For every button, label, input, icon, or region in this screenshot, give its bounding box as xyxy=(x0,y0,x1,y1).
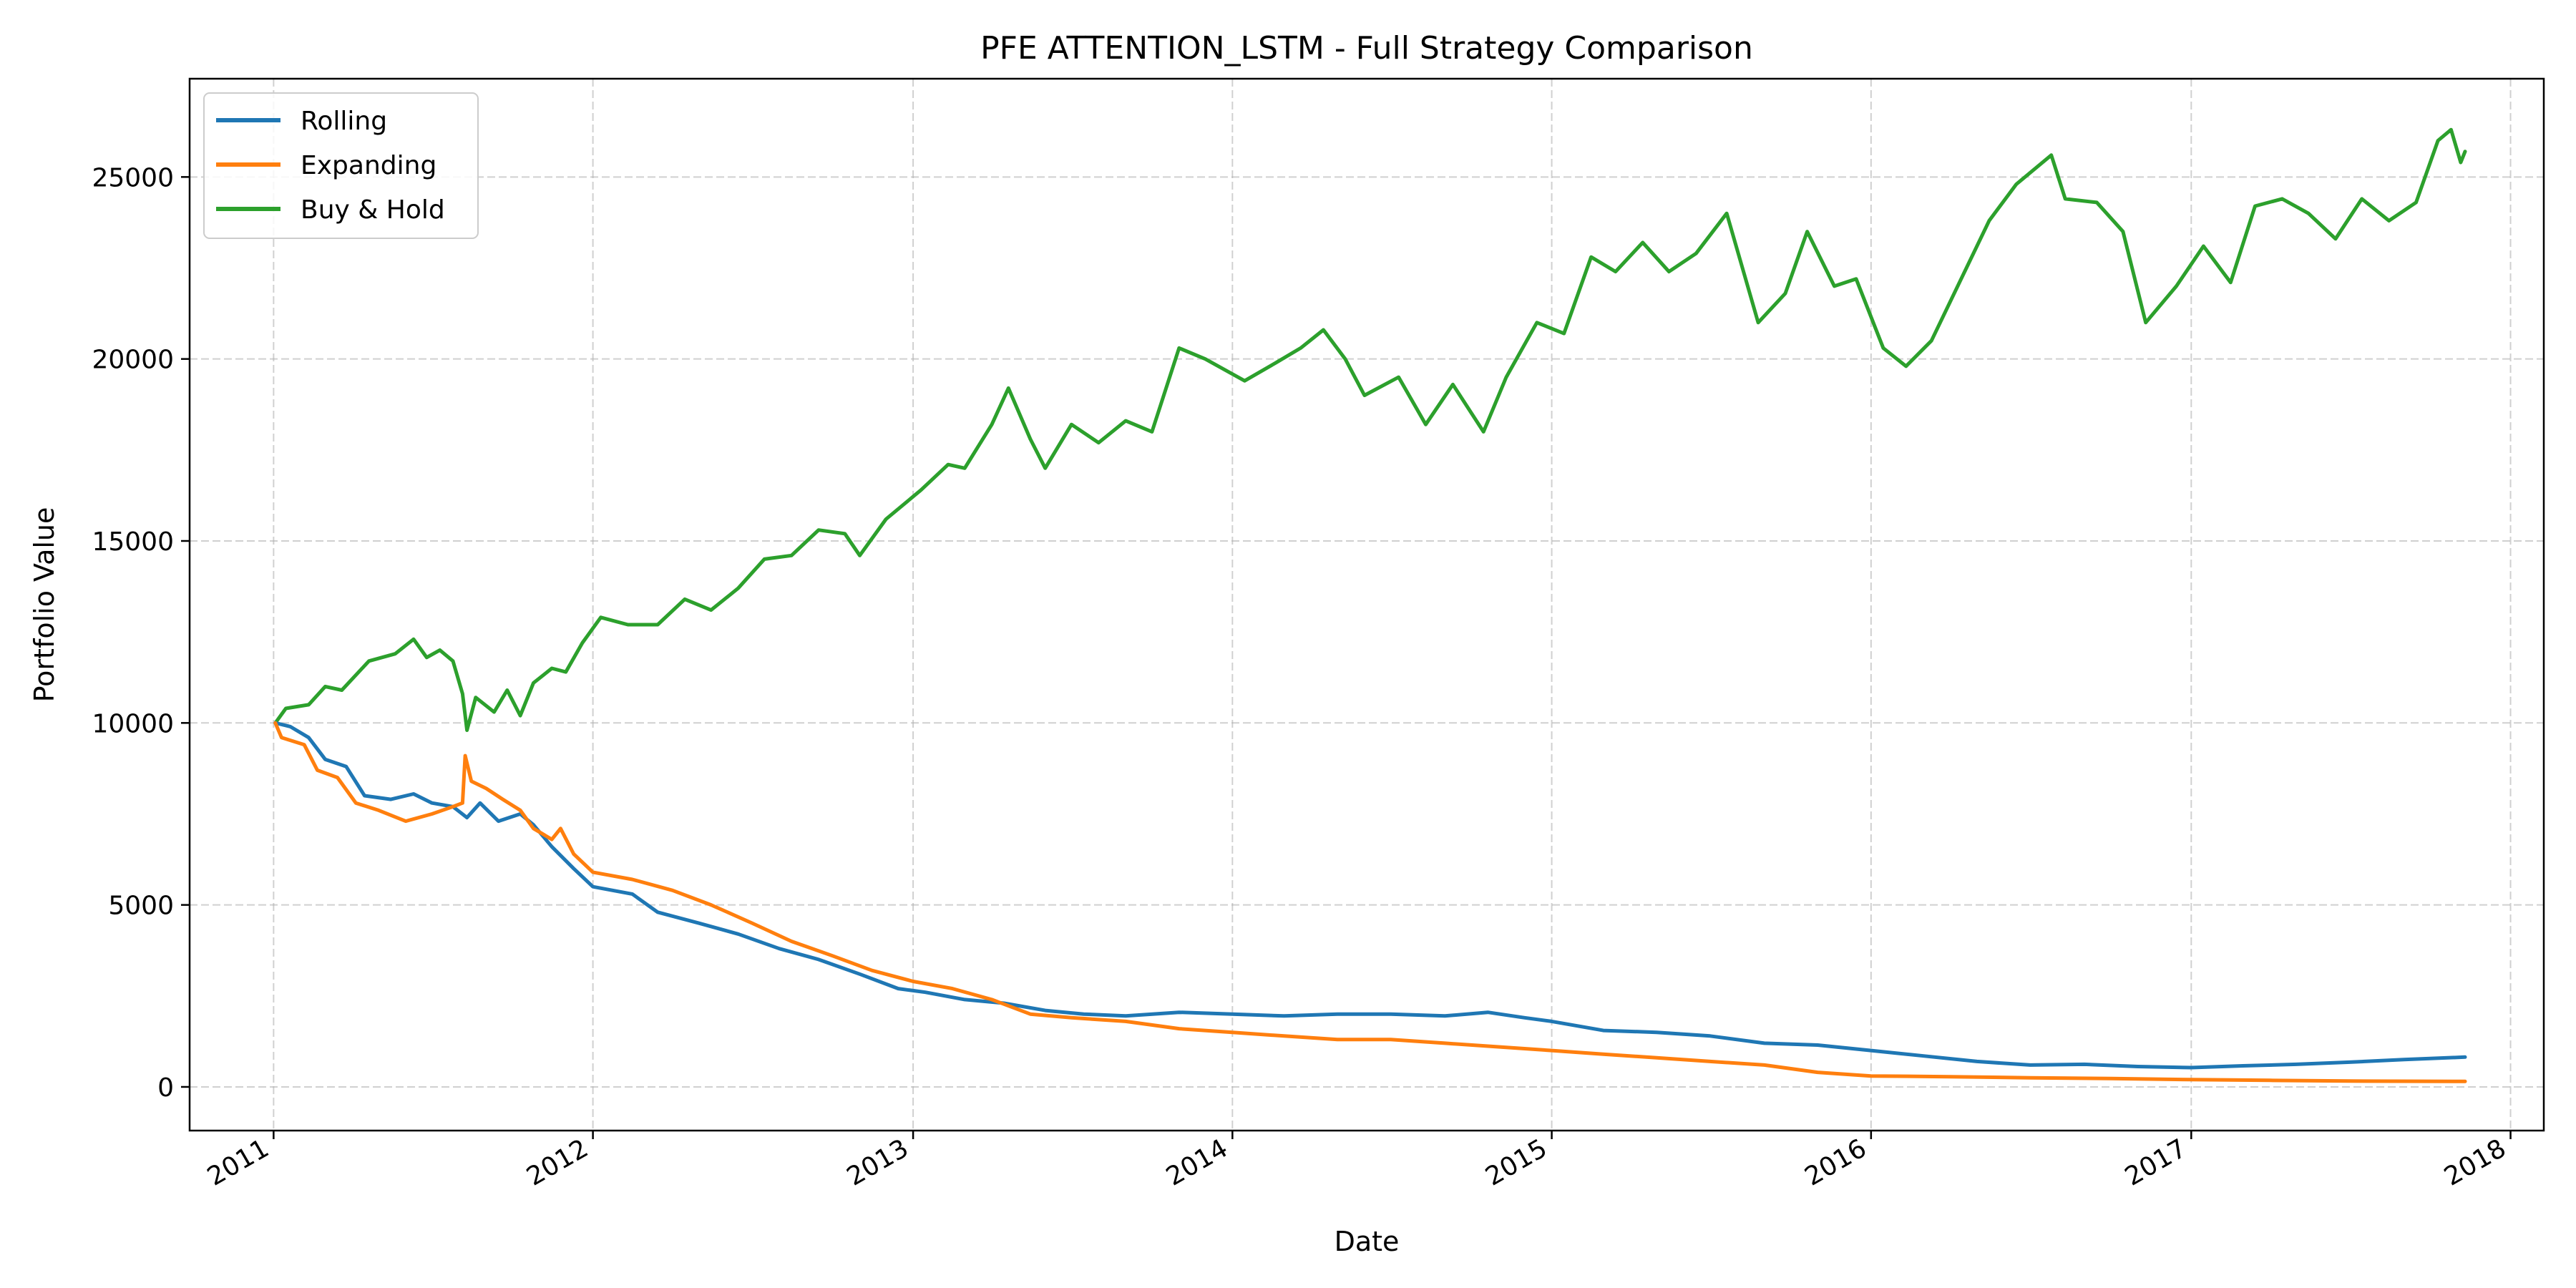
y-tick-label: 25000 xyxy=(92,163,174,192)
y-tick-label: 5000 xyxy=(108,892,174,921)
y-tick-label: 20000 xyxy=(92,346,174,375)
y-axis-label: Portfolio Value xyxy=(29,507,60,703)
y-tick-label: 10000 xyxy=(92,709,174,738)
grid-lines xyxy=(190,79,2544,1131)
series-line-buy-hold xyxy=(273,127,2467,732)
x-axis-label: Date xyxy=(1335,1226,1400,1257)
series-layer xyxy=(273,127,2467,1083)
series-line-expanding xyxy=(273,721,2467,1083)
plot-area-frame xyxy=(188,77,2545,1132)
legend-label-rolling: Rolling xyxy=(301,107,387,136)
legend-box xyxy=(203,92,479,239)
y-tick-label: 0 xyxy=(157,1073,174,1103)
legend: Rolling Expanding Buy & Hold xyxy=(203,92,479,239)
chart-title: PFE ATTENTION_LSTM - Full Strategy Compa… xyxy=(980,30,1753,67)
legend-label-buy-hold: Buy & Hold xyxy=(301,195,445,225)
series-line-rolling xyxy=(273,721,2467,1070)
legend-label-expanding: Expanding xyxy=(301,151,436,180)
y-tick-label: 15000 xyxy=(92,527,174,557)
